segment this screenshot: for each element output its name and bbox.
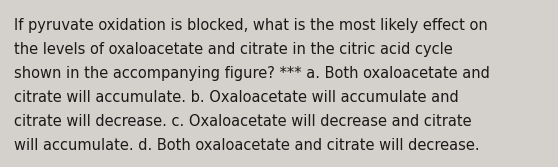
Text: the levels of oxaloacetate and citrate in the citric acid cycle: the levels of oxaloacetate and citrate i…	[14, 42, 453, 57]
Text: shown in the accompanying figure? *** a. Both oxaloacetate and: shown in the accompanying figure? *** a.…	[14, 66, 490, 81]
Text: citrate will decrease. c. Oxaloacetate will decrease and citrate: citrate will decrease. c. Oxaloacetate w…	[14, 114, 472, 129]
Text: will accumulate. d. Both oxaloacetate and citrate will decrease.: will accumulate. d. Both oxaloacetate an…	[14, 138, 480, 153]
Text: If pyruvate oxidation is blocked, what is the most likely effect on: If pyruvate oxidation is blocked, what i…	[14, 18, 488, 33]
Text: citrate will accumulate. b. Oxaloacetate will accumulate and: citrate will accumulate. b. Oxaloacetate…	[14, 90, 459, 105]
